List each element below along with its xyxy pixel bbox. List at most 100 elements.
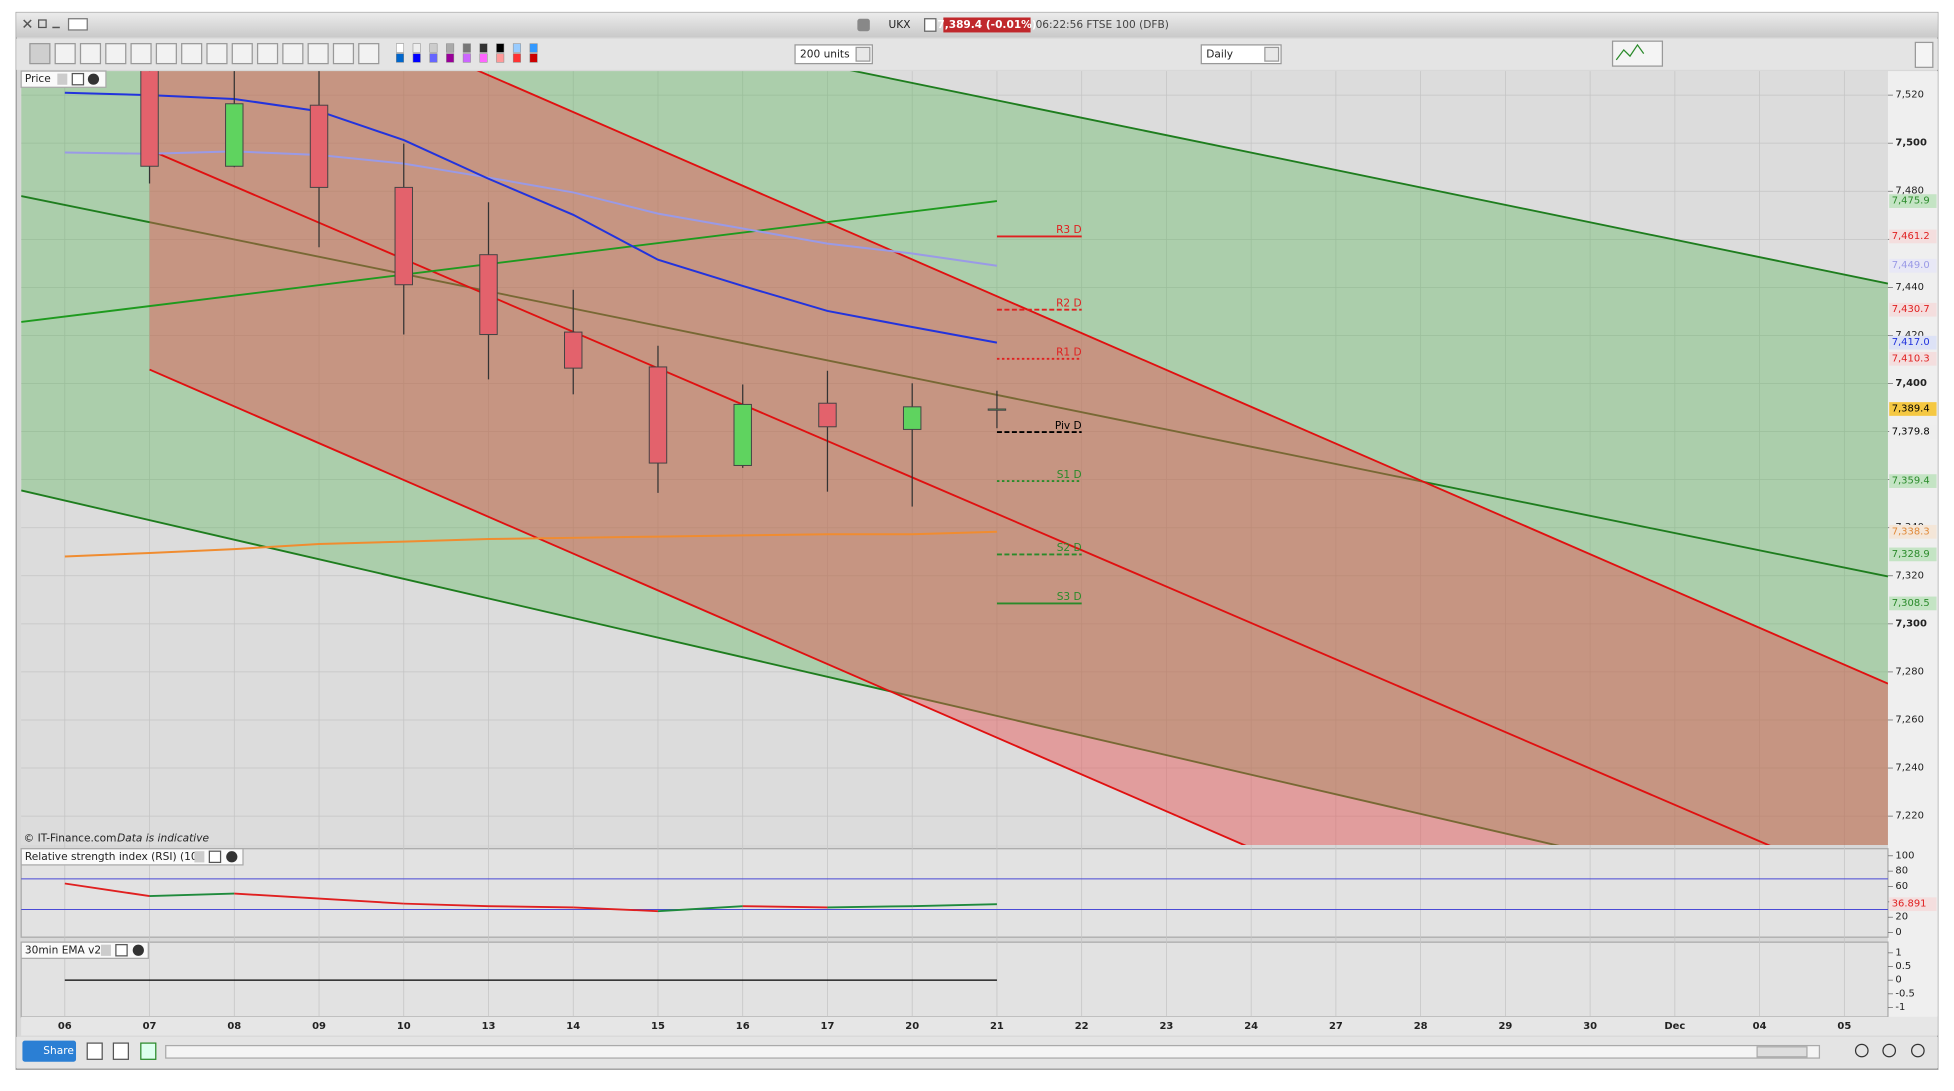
units-arrow[interactable] xyxy=(855,46,871,62)
bottom-icon[interactable] xyxy=(140,1042,157,1060)
tool-button[interactable] xyxy=(54,43,76,65)
price-tag xyxy=(1889,258,1937,273)
tool-button[interactable] xyxy=(29,43,51,65)
color-swatch[interactable] xyxy=(529,43,538,53)
price-tag xyxy=(1889,302,1937,317)
color-swatch[interactable] xyxy=(479,53,488,63)
y-tick-label: 7,280 xyxy=(1895,666,1923,677)
tool-button[interactable] xyxy=(282,43,304,65)
rsi-panel-title: Relative strength index (RSI) (10) xyxy=(25,851,202,863)
tool-button[interactable] xyxy=(79,43,102,65)
x-tick-label: 10 xyxy=(397,1021,411,1032)
tool-button[interactable] xyxy=(181,43,203,65)
color-swatch[interactable] xyxy=(396,43,405,53)
y-tick-label: 7,300 xyxy=(1895,618,1927,629)
close-button[interactable] xyxy=(23,19,32,28)
y-tick-label: -0.5 xyxy=(1895,988,1914,999)
window-controls[interactable] xyxy=(23,18,88,31)
units-value: 200 units xyxy=(800,48,850,60)
scrollbar[interactable] xyxy=(165,1044,1821,1059)
x-tick-label: 28 xyxy=(1414,1021,1428,1032)
side-button[interactable] xyxy=(1914,41,1934,68)
color-swatch[interactable] xyxy=(412,53,421,63)
maximize-icon[interactable] xyxy=(71,72,85,86)
channel-line xyxy=(21,489,1560,845)
restore-button[interactable] xyxy=(38,19,47,29)
channel-line xyxy=(476,71,1888,685)
maximize-icon[interactable] xyxy=(115,944,128,957)
x-tick-label: 17 xyxy=(821,1021,835,1032)
price-tag-label: 7,410.3 xyxy=(1892,353,1930,364)
info-icon[interactable] xyxy=(924,18,937,32)
tool-button[interactable] xyxy=(358,43,380,65)
share-label: Share xyxy=(43,1045,74,1057)
price-tag-label: 7,461.2 xyxy=(1892,231,1930,242)
color-swatch[interactable] xyxy=(412,43,421,53)
interval-arrow[interactable] xyxy=(1264,46,1280,62)
color-swatch[interactable] xyxy=(462,53,471,63)
settings-icon[interactable] xyxy=(57,73,68,85)
toolbar-icons xyxy=(29,43,538,65)
tool-button[interactable] xyxy=(307,43,329,65)
trend-line xyxy=(21,200,998,323)
color-swatch[interactable] xyxy=(512,43,521,53)
lower-panels xyxy=(21,878,1888,981)
y-tick-label: 80 xyxy=(1895,866,1908,877)
tool-button[interactable] xyxy=(130,43,152,65)
y-tick-label: 7,400 xyxy=(1895,378,1927,389)
interval-select[interactable] xyxy=(1200,44,1282,65)
tool-button[interactable] xyxy=(155,43,177,65)
price-tag xyxy=(1889,425,1937,439)
y-tick-label: 7,500 xyxy=(1895,138,1927,149)
settings-icon[interactable] xyxy=(100,944,111,956)
scroll-thumb[interactable] xyxy=(1756,1046,1808,1058)
tool-button[interactable] xyxy=(206,43,228,65)
color-swatch[interactable] xyxy=(429,53,438,63)
price-tag-label: 7,417.0 xyxy=(1892,337,1930,348)
settings-icon[interactable] xyxy=(194,851,205,863)
color-swatch[interactable] xyxy=(462,43,471,53)
close-panel-icon[interactable] xyxy=(226,851,238,863)
zoom-fit[interactable] xyxy=(1854,1043,1869,1058)
x-tick-label: 23 xyxy=(1159,1021,1173,1032)
color-swatch[interactable] xyxy=(496,43,505,53)
color-swatch[interactable] xyxy=(512,53,521,63)
color-swatch[interactable] xyxy=(396,53,405,63)
color-swatch[interactable] xyxy=(446,53,455,63)
y-tick-label: 7,420 xyxy=(1895,330,1923,341)
rsi-segment xyxy=(318,897,404,905)
pivot-label: R1 D xyxy=(1056,347,1082,359)
tool-button[interactable] xyxy=(256,43,279,65)
units-select[interactable] xyxy=(794,44,873,65)
zoom-out[interactable] xyxy=(1882,1043,1897,1058)
x-tick-label: 14 xyxy=(566,1021,580,1032)
y-tick-label: 20 xyxy=(1895,912,1908,923)
price-tag xyxy=(1889,229,1937,244)
color-swatch[interactable] xyxy=(446,43,455,53)
tool-button[interactable] xyxy=(105,43,127,65)
bottom-icon[interactable] xyxy=(86,1042,103,1060)
close-panel-icon[interactable] xyxy=(132,944,144,956)
color-swatch[interactable] xyxy=(496,53,505,63)
moving-average xyxy=(64,530,997,558)
color-swatch[interactable] xyxy=(529,53,538,63)
tool-button[interactable] xyxy=(231,43,253,65)
price-tag-label: 7,430.7 xyxy=(1892,304,1930,315)
close-panel-icon[interactable] xyxy=(87,73,100,85)
price-tag xyxy=(1889,524,1937,539)
zoom-in[interactable] xyxy=(1911,1043,1925,1058)
price-tag-label: 7,475.9 xyxy=(1892,196,1930,207)
maximize-icon[interactable] xyxy=(208,850,222,864)
price-tag xyxy=(1889,402,1937,416)
x-tick-label: 09 xyxy=(312,1021,326,1032)
share-button[interactable] xyxy=(22,1040,77,1062)
channel-line xyxy=(149,368,1247,845)
candle-body xyxy=(902,406,922,430)
color-swatch[interactable] xyxy=(479,43,488,53)
menu-button[interactable] xyxy=(67,18,88,31)
bottom-icon[interactable] xyxy=(112,1042,129,1060)
color-swatch[interactable] xyxy=(429,43,438,53)
tool-button[interactable] xyxy=(332,43,355,65)
x-tick-label: 04 xyxy=(1753,1021,1767,1032)
candle-body xyxy=(987,408,1007,411)
